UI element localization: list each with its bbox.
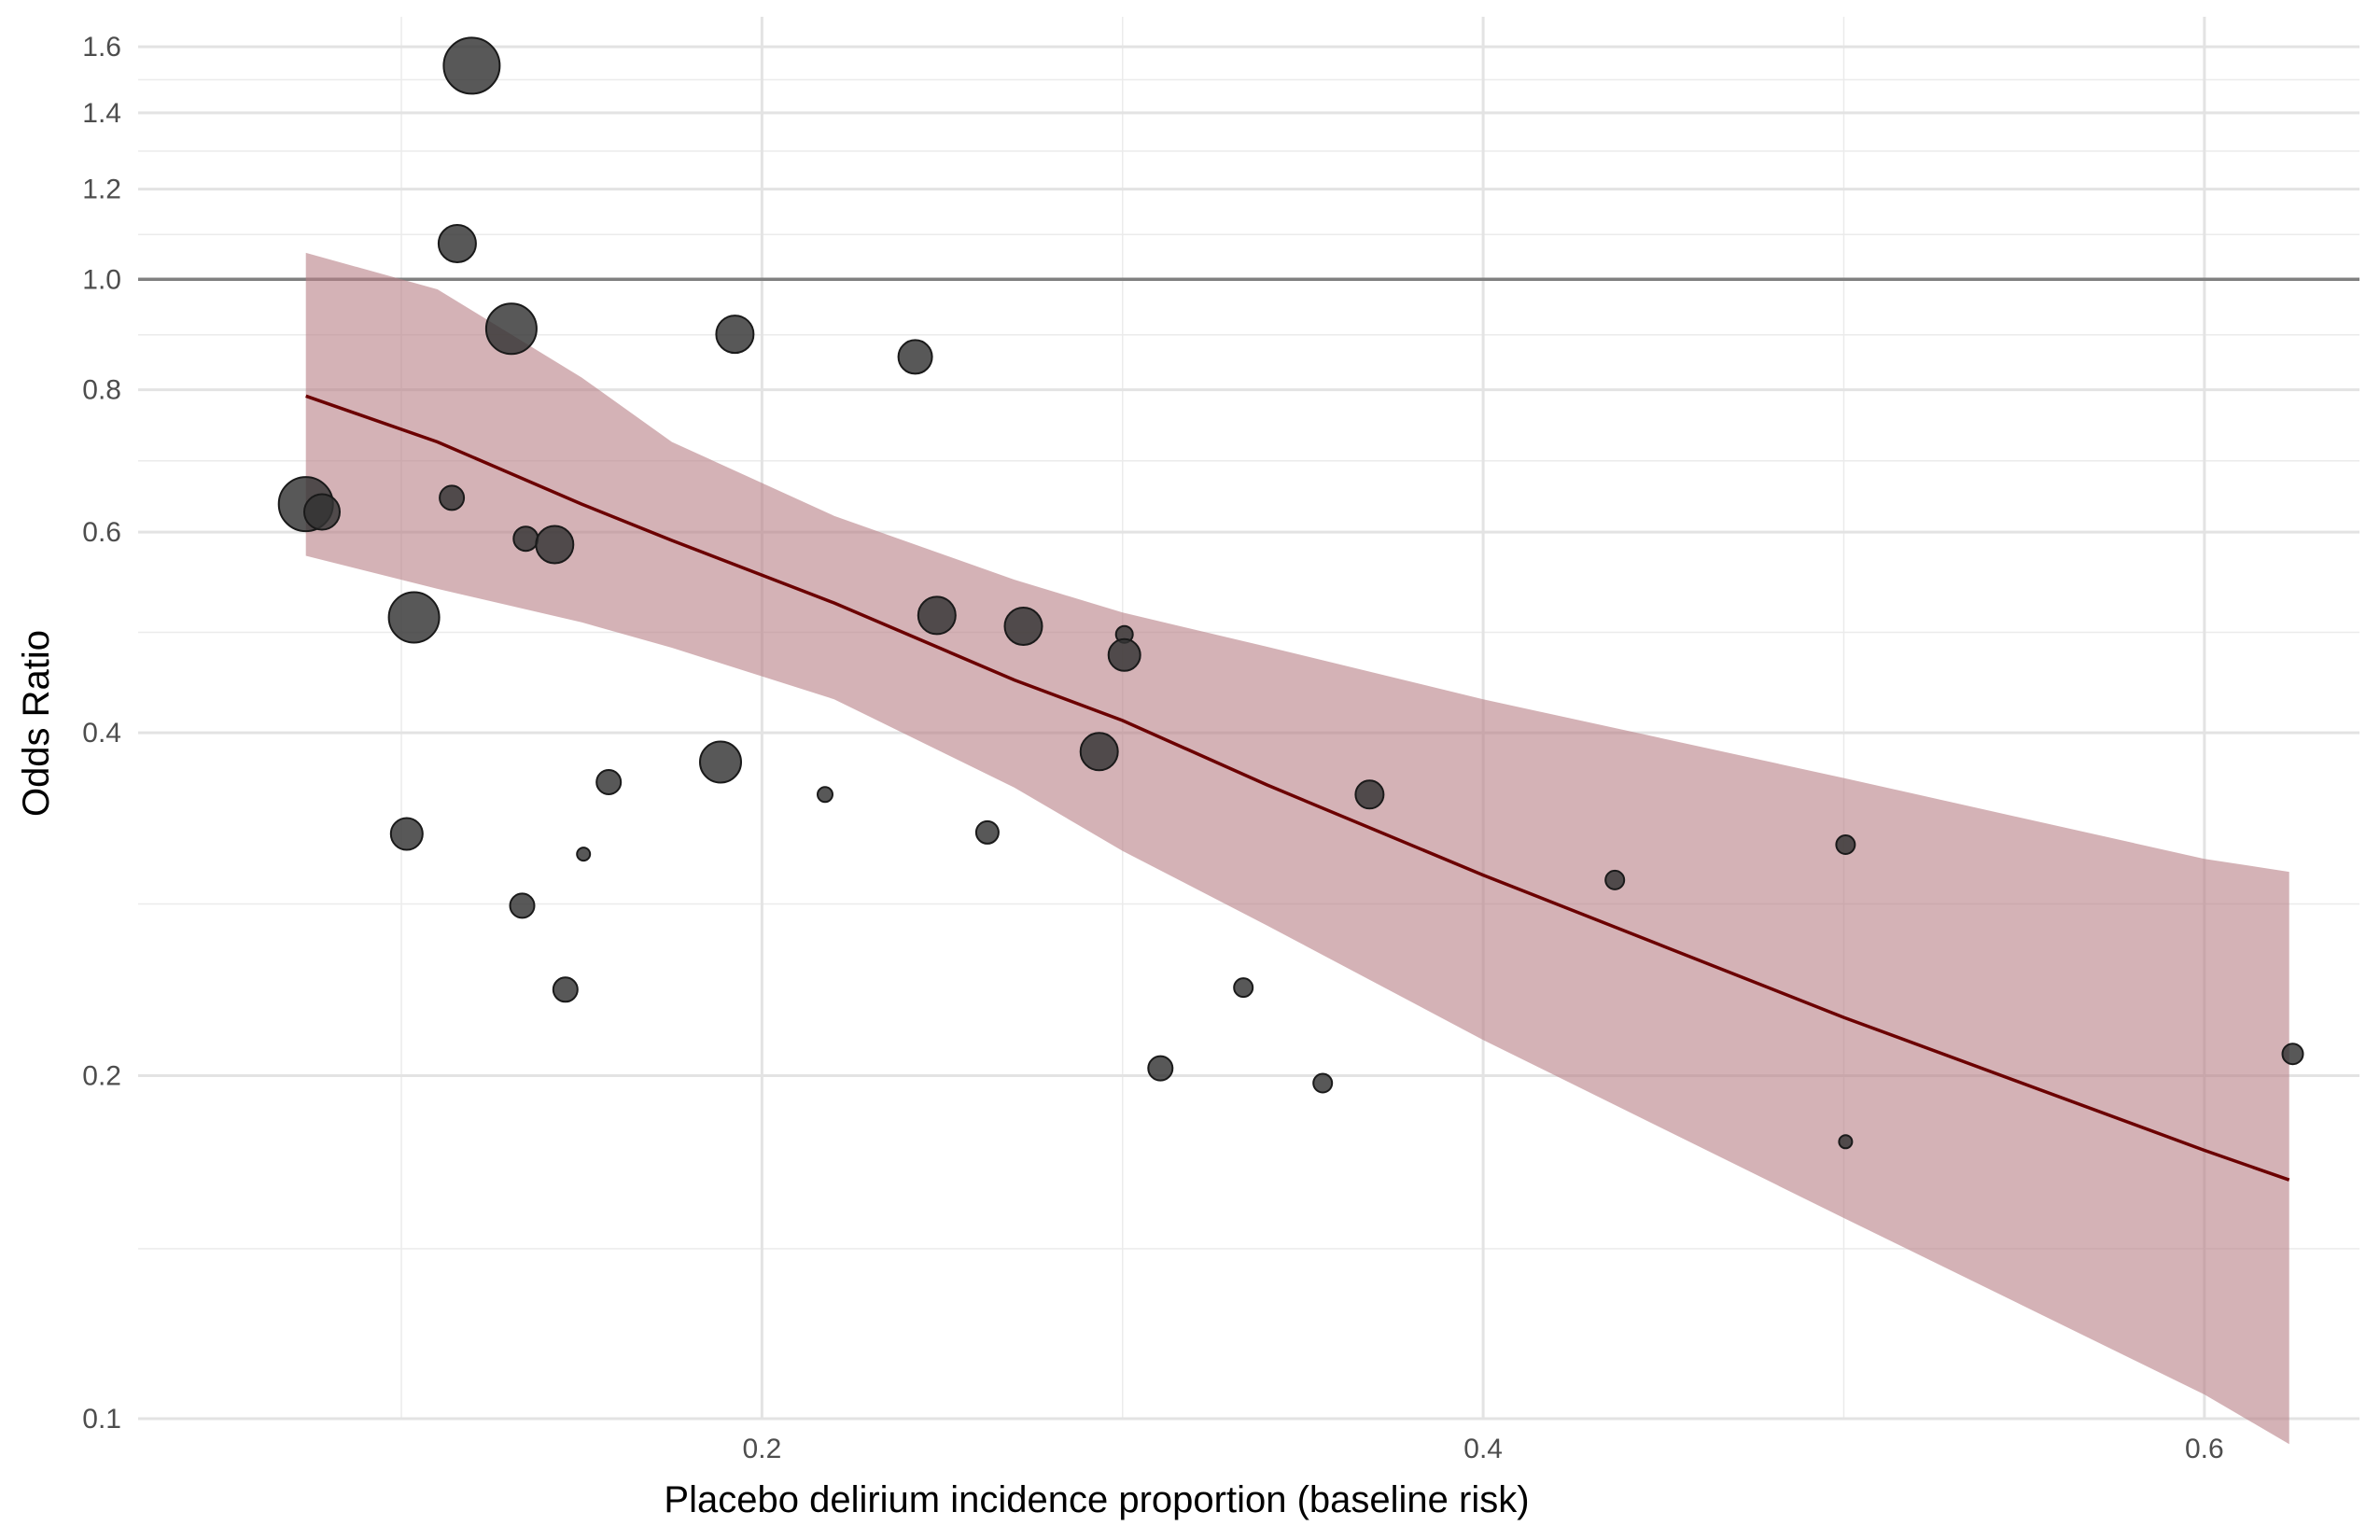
y-tick-label: 1.6 bbox=[82, 32, 121, 63]
data-point bbox=[1354, 779, 1385, 810]
data-point bbox=[1233, 977, 1254, 999]
data-point bbox=[1838, 1134, 1854, 1150]
data-point bbox=[442, 36, 501, 95]
y-tick-label: 0.1 bbox=[82, 1404, 121, 1435]
x-axis-title: Placebo delirium incidence proportion (b… bbox=[664, 1479, 1529, 1520]
data-point bbox=[917, 595, 957, 636]
regression-line bbox=[305, 394, 2290, 1182]
data-point bbox=[974, 819, 1000, 845]
confidence-band-layer bbox=[305, 252, 2289, 1445]
x-tick-label: 0.4 bbox=[1463, 1434, 1503, 1464]
data-point bbox=[512, 525, 539, 553]
y-tick-label: 0.8 bbox=[82, 375, 121, 406]
data-point bbox=[535, 525, 575, 565]
data-point bbox=[552, 976, 579, 1003]
y-tick-label: 0.6 bbox=[82, 517, 121, 548]
data-point bbox=[699, 740, 742, 784]
data-point bbox=[1147, 1055, 1174, 1082]
data-point bbox=[387, 591, 441, 644]
data-point bbox=[817, 786, 833, 804]
data-point bbox=[2281, 1043, 2304, 1066]
y-tick-labels: 0.1 0.2 0.4 0.6 0.8 1.0 1.2 1.4 1.6 bbox=[82, 32, 121, 1435]
data-point bbox=[389, 817, 424, 851]
data-point bbox=[1079, 732, 1119, 772]
y-tick-label: 1.2 bbox=[82, 175, 121, 205]
data-point bbox=[1312, 1072, 1334, 1094]
confidence-band bbox=[305, 252, 2289, 1445]
data-point bbox=[303, 493, 341, 531]
data-point bbox=[576, 847, 592, 862]
y-tick-label: 0.2 bbox=[82, 1061, 121, 1092]
data-point bbox=[897, 339, 933, 375]
points-layer bbox=[277, 36, 2304, 1150]
y-tick-label: 1.4 bbox=[82, 98, 121, 129]
data-point bbox=[484, 302, 538, 356]
data-point bbox=[715, 315, 755, 355]
y-axis-title: Odds Ratio bbox=[16, 630, 57, 817]
data-point bbox=[437, 224, 477, 263]
data-point bbox=[1003, 607, 1043, 646]
y-tick-label: 0.4 bbox=[82, 718, 121, 749]
regression-line-layer bbox=[305, 394, 2290, 1182]
data-point bbox=[509, 892, 536, 919]
data-point bbox=[1835, 834, 1856, 855]
data-point bbox=[439, 484, 466, 511]
data-point bbox=[1107, 637, 1141, 672]
y-tick-label: 1.0 bbox=[82, 264, 121, 295]
x-tick-labels: 0.2 0.4 0.6 bbox=[743, 1434, 2224, 1464]
data-point bbox=[1604, 869, 1626, 890]
x-tick-label: 0.2 bbox=[743, 1434, 782, 1464]
x-tick-label: 0.6 bbox=[2185, 1434, 2224, 1464]
data-point bbox=[595, 769, 623, 795]
